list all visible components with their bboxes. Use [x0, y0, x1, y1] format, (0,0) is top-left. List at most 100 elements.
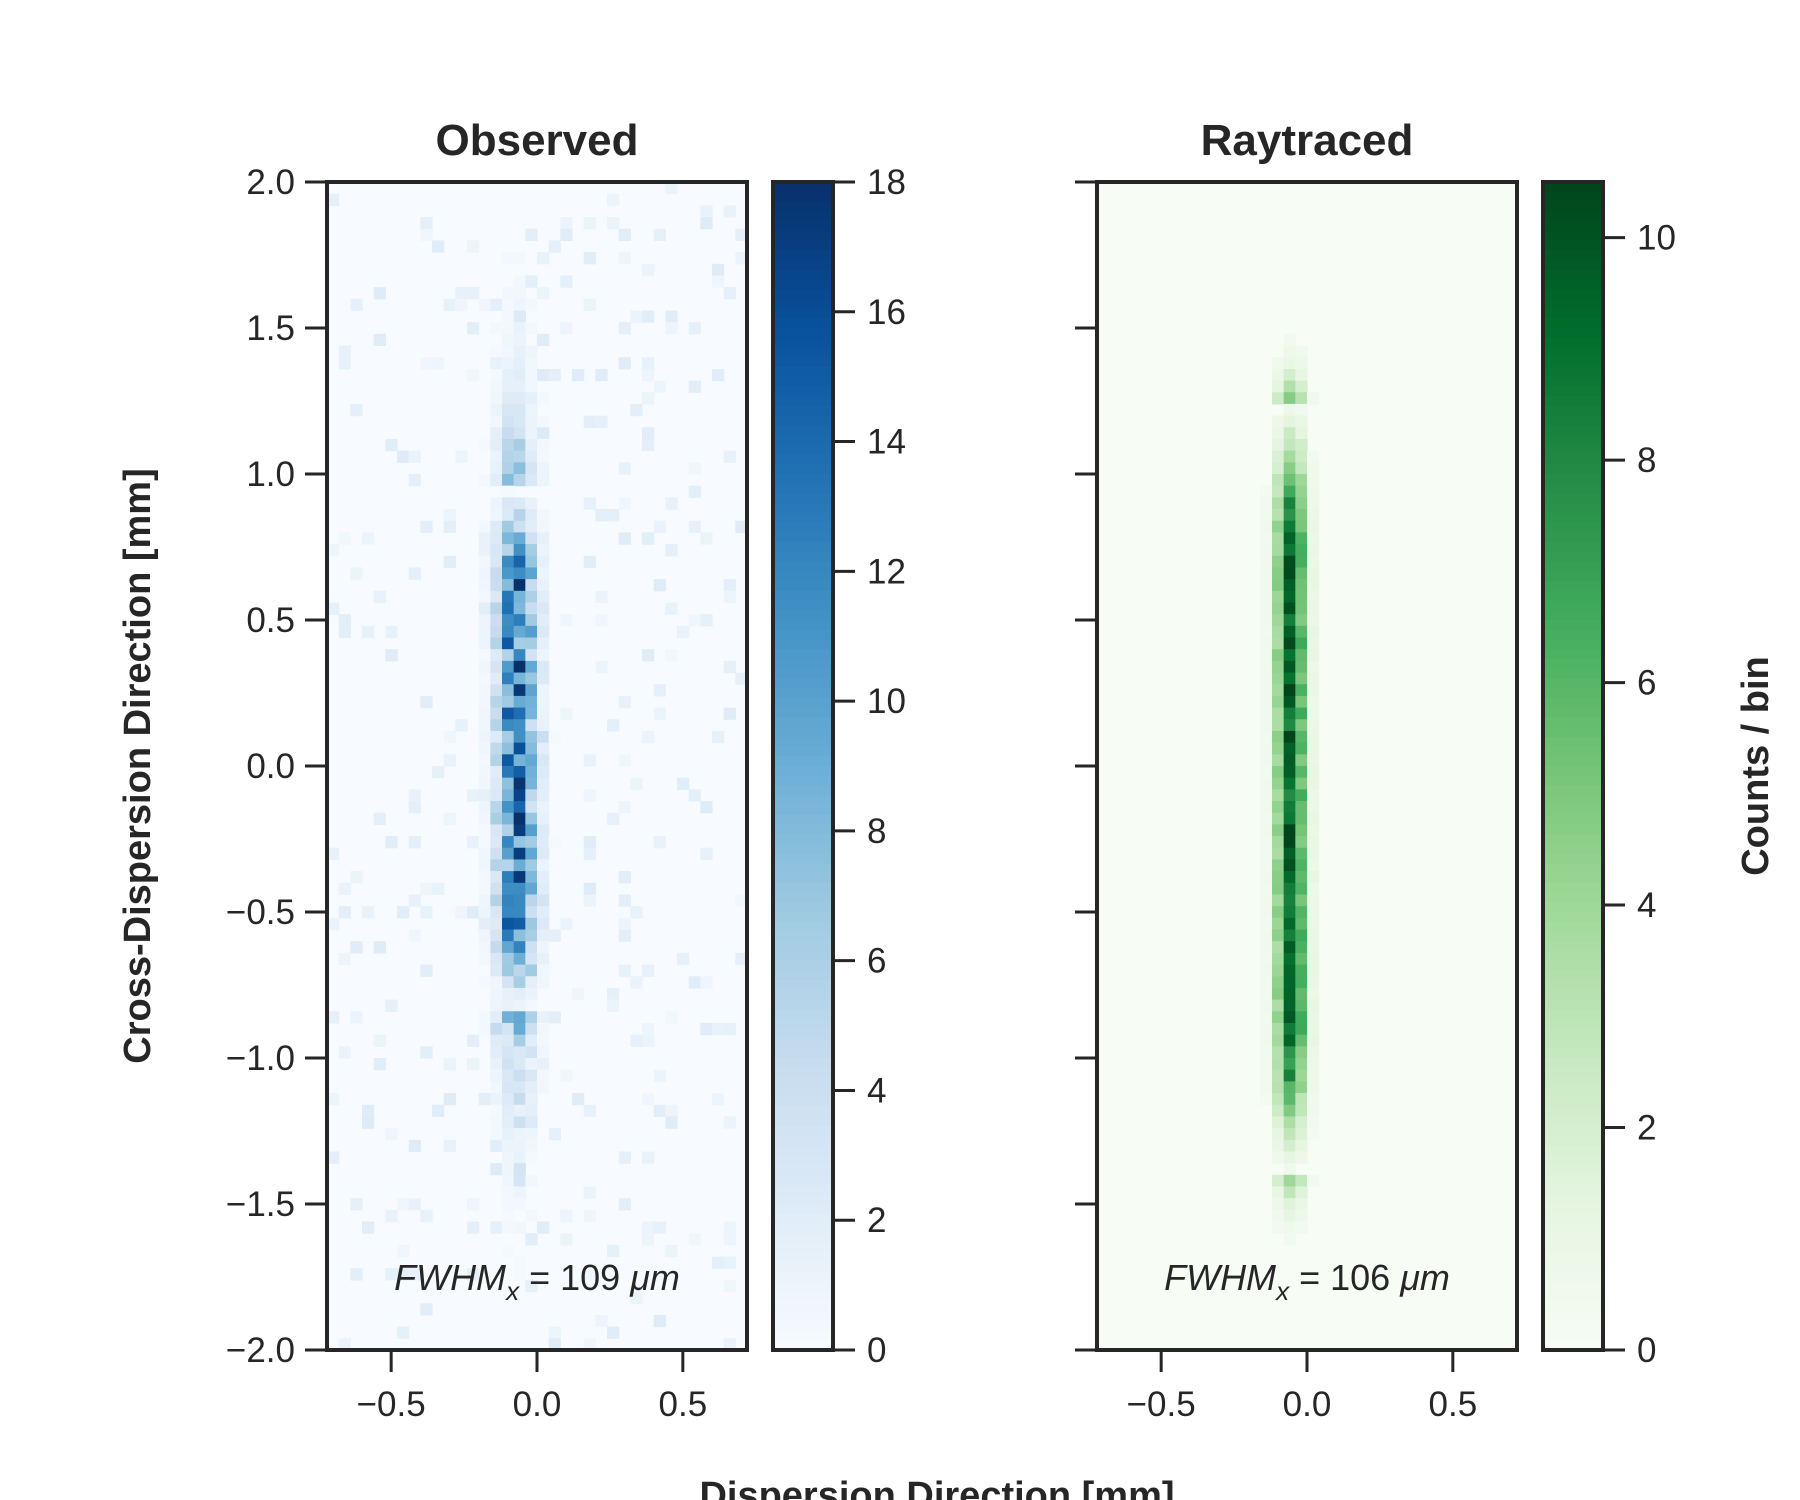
heatmap-bin [385, 649, 398, 662]
heatmap-bin [362, 1221, 375, 1234]
heatmap-bin [1272, 707, 1285, 720]
heatmap-bin [560, 322, 573, 335]
heatmap-bin [1295, 941, 1308, 954]
colorbar-segment [1543, 950, 1603, 962]
heatmap-bin [525, 590, 538, 604]
heatmap-bin [1272, 929, 1285, 942]
heatmap-bin [1283, 695, 1296, 709]
heatmap-bin [478, 602, 491, 615]
heatmap-bin [607, 719, 620, 732]
heatmap-bin [490, 917, 503, 931]
heatmap-bin [350, 567, 363, 580]
heatmap-bin [1260, 672, 1273, 685]
y-tick-label: 0.0 [246, 747, 295, 786]
heatmap-bin [1283, 1174, 1296, 1188]
colorbar-segment [773, 688, 833, 699]
heatmap-bin [537, 567, 550, 580]
colorbar-tick-label: 0 [1637, 1331, 1656, 1370]
y-tick-label: −1.5 [226, 1185, 295, 1224]
heatmap-bin [1307, 894, 1320, 907]
heatmap-bin [607, 987, 620, 1001]
heatmap-bin [513, 695, 526, 709]
colorbar-segment [773, 386, 833, 397]
heatmap-bin [1283, 660, 1296, 674]
heatmap-bin [653, 380, 666, 393]
raytraced-title: Raytraced [1201, 116, 1414, 165]
heatmap-bin [1272, 789, 1285, 802]
heatmap-bin [525, 987, 538, 1001]
colorbar-segment [773, 1281, 833, 1293]
heatmap-bin [1272, 450, 1285, 463]
heatmap-bin [665, 649, 678, 662]
colorbar-segment [1543, 464, 1603, 475]
heatmap-bin [502, 1174, 515, 1188]
heatmap-bin [537, 427, 550, 440]
heatmap-bin [490, 719, 503, 732]
heatmap-bin [1295, 1058, 1308, 1071]
heatmap-bin [443, 1058, 456, 1071]
heatmap-bin [537, 1221, 550, 1234]
heatmap-bin [1295, 707, 1308, 720]
heatmap-bin [1283, 952, 1296, 966]
y-axis-label: Cross-Dispersion Direction [mm] [117, 468, 159, 1063]
colorbar-segment [1543, 415, 1603, 427]
heatmap-bin [1295, 660, 1308, 674]
heatmap-bin [537, 1058, 550, 1071]
heatmap-bin [1283, 1093, 1296, 1106]
heatmap-bin [1272, 906, 1285, 919]
heatmap-bin [420, 882, 433, 896]
heatmap-bin [595, 509, 608, 522]
heatmap-bin [583, 847, 596, 861]
heatmap-bin [537, 684, 550, 697]
heatmap-bin [1260, 847, 1273, 861]
colorbar-segment [1543, 328, 1603, 339]
heatmap-bin [478, 649, 491, 662]
heatmap-bin [1283, 380, 1296, 393]
heatmap-bin [1272, 1011, 1285, 1024]
heatmap-bin [1283, 1209, 1296, 1223]
heatmap-bin [1272, 555, 1285, 569]
heatmap-bin [513, 438, 526, 452]
heatmap-bin [642, 1233, 655, 1246]
heatmap-bin [385, 999, 398, 1012]
heatmap-bin [478, 544, 491, 557]
heatmap-bin [525, 392, 538, 405]
heatmap-bin [1260, 520, 1273, 533]
heatmap-bin [537, 730, 550, 744]
heatmap-bin [1260, 660, 1273, 674]
heatmap-bin [513, 532, 526, 545]
heatmap-bin [467, 1058, 480, 1071]
heatmap-bin [513, 777, 526, 790]
heatmap-bin [513, 450, 526, 463]
heatmap-bin [432, 1104, 445, 1117]
heatmap-bin [583, 217, 596, 230]
heatmap-bin [513, 357, 526, 370]
colorbar-segment [1543, 366, 1603, 378]
heatmap-bin [525, 322, 538, 335]
heatmap-bin [443, 509, 456, 522]
heatmap-bin [513, 333, 526, 347]
heatmap-bin [1307, 730, 1320, 744]
colorbar-segment [1543, 620, 1603, 631]
heatmap-bin [513, 1198, 526, 1211]
heatmap-bin [1295, 1081, 1308, 1094]
heatmap-bin [1260, 929, 1273, 942]
heatmap-bin [1283, 742, 1296, 755]
heatmap-bin [537, 707, 550, 720]
heatmap-bin [502, 532, 515, 545]
heatmap-bin [478, 929, 491, 942]
x-tick-label: 0.5 [1429, 1385, 1478, 1424]
heatmap-bin [537, 812, 550, 825]
heatmap-bin [1283, 474, 1296, 487]
heatmap-bin [1307, 672, 1320, 685]
heatmap-bin [1272, 427, 1285, 440]
heatmap-bin [618, 917, 631, 931]
observed-fwhm-annotation: FWHMx = 109 μm [394, 1257, 680, 1306]
colorbar-segment [1543, 970, 1603, 981]
heatmap-bin [1295, 532, 1308, 545]
heatmap-bin [1272, 368, 1285, 382]
colorbar-segment [773, 921, 833, 933]
colorbar-segment [1543, 727, 1603, 738]
y-tick-label: 1.5 [246, 309, 295, 348]
heatmap-bin [502, 1034, 515, 1047]
